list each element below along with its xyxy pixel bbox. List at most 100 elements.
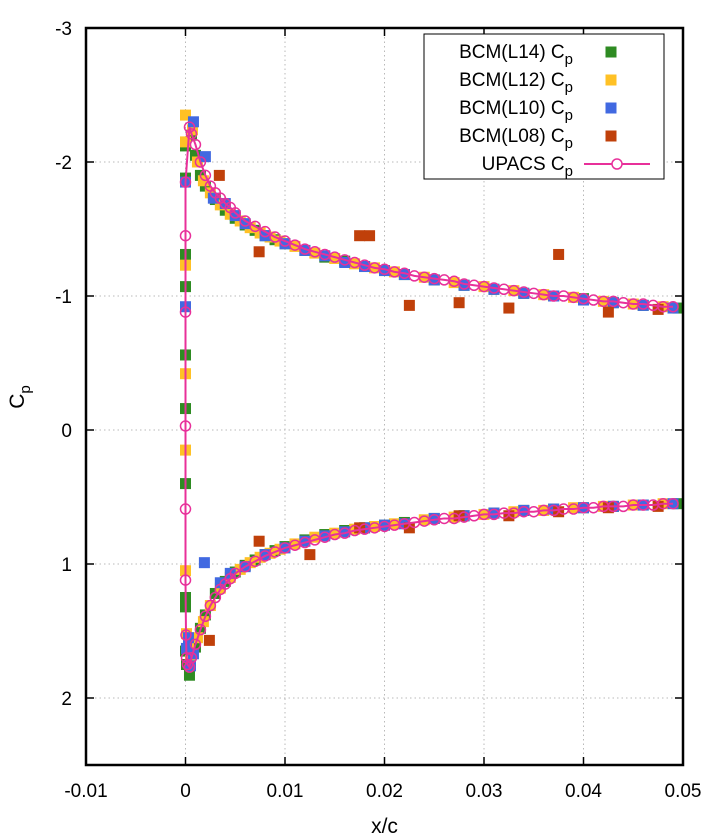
data-point (299, 535, 311, 547)
x-axis-label: x/c (371, 815, 398, 838)
legend-box (423, 33, 665, 180)
data-point (229, 210, 241, 222)
x-tick-label: 0.04 (565, 781, 602, 802)
data-point (239, 215, 251, 227)
series-3 (180, 116, 679, 672)
data-point (279, 238, 291, 250)
data-point (194, 623, 207, 636)
data-point (428, 274, 440, 286)
data-point (667, 497, 679, 510)
data-point (249, 220, 261, 233)
data-point (191, 156, 203, 168)
data-point (253, 246, 265, 258)
data-point (229, 207, 241, 219)
data-point (180, 109, 191, 121)
data-point (185, 128, 198, 140)
data-point (259, 230, 271, 242)
data-point (194, 156, 207, 168)
data-point (239, 218, 251, 230)
x-tick-label: 0.05 (665, 781, 702, 802)
data-point (637, 299, 649, 311)
series-layer (179, 109, 684, 681)
data-point (339, 257, 351, 268)
data-point (199, 151, 211, 163)
data-point (578, 294, 589, 306)
y-axis-label-sub: p (17, 385, 34, 393)
data-point (182, 632, 194, 644)
data-point (369, 520, 381, 532)
data-point (199, 169, 212, 182)
data-point (187, 116, 199, 128)
data-point (259, 550, 271, 562)
tick-labels: -0.01 0 0.01 0.02 0.03 0.04 0.05 -3 -2 -1 0 1 2 (55, 19, 701, 802)
series-1 (180, 129, 684, 681)
y-axis-label: Cp (6, 385, 34, 409)
data-point (458, 279, 470, 291)
legend-marker (611, 158, 623, 170)
data-point (249, 555, 261, 568)
data-point (488, 283, 500, 295)
y-tick-label: -3 (55, 19, 72, 40)
series-5 (179, 121, 679, 673)
data-point (667, 302, 679, 314)
data-point (364, 230, 376, 242)
data-point (304, 549, 316, 561)
legend-marker (605, 46, 617, 58)
data-point (180, 136, 191, 148)
data-point (388, 518, 400, 530)
data-point (403, 299, 415, 311)
y-tick-label: -2 (55, 153, 72, 174)
data-point (183, 121, 196, 133)
legend-marker (605, 74, 617, 86)
data-point (339, 526, 351, 538)
data-point (239, 560, 251, 573)
data-point (488, 507, 500, 519)
y-tick-label: 1 (61, 555, 72, 576)
data-point (602, 306, 614, 318)
data-point (198, 557, 210, 569)
legend-label: BCM(L08) Cp (459, 126, 573, 152)
data-point (209, 591, 222, 604)
data-point (179, 574, 192, 586)
data-point (503, 302, 515, 314)
series-line (184, 126, 674, 670)
data-point (329, 527, 341, 539)
legend-label: BCM(L14) Cp (459, 42, 573, 68)
y-tick-label: 2 (61, 689, 72, 710)
data-point (309, 531, 321, 543)
data-point (518, 287, 530, 299)
series-2 (180, 109, 669, 666)
data-point (319, 530, 331, 542)
data-point (213, 169, 225, 181)
data-point (203, 634, 215, 646)
data-point (189, 149, 201, 161)
data-point (379, 265, 390, 277)
y-axis-label-main: C (6, 394, 29, 409)
data-point (204, 599, 217, 612)
data-point (186, 124, 198, 136)
data-point (289, 239, 301, 251)
ticks (85, 27, 684, 765)
x-tick-label: -0.01 (64, 781, 107, 802)
data-point (185, 652, 198, 664)
data-point (354, 230, 366, 242)
data-point (259, 549, 271, 561)
data-point (309, 247, 321, 259)
x-tick-label: 0.01 (267, 781, 304, 802)
data-point (359, 261, 371, 273)
data-point (269, 231, 281, 243)
data-point (189, 138, 202, 151)
data-point (453, 297, 465, 309)
data-point (403, 522, 415, 534)
data-point (428, 512, 440, 524)
legend-marker (605, 102, 617, 114)
data-point (289, 538, 301, 550)
data-point (448, 277, 460, 289)
data-point (398, 269, 410, 281)
legend-label: BCM(L12) Cp (459, 70, 573, 96)
data-point (329, 252, 341, 264)
data-point (607, 297, 619, 309)
data-point (179, 420, 192, 432)
y-tick-label: -1 (55, 287, 72, 308)
data-point (199, 610, 212, 623)
